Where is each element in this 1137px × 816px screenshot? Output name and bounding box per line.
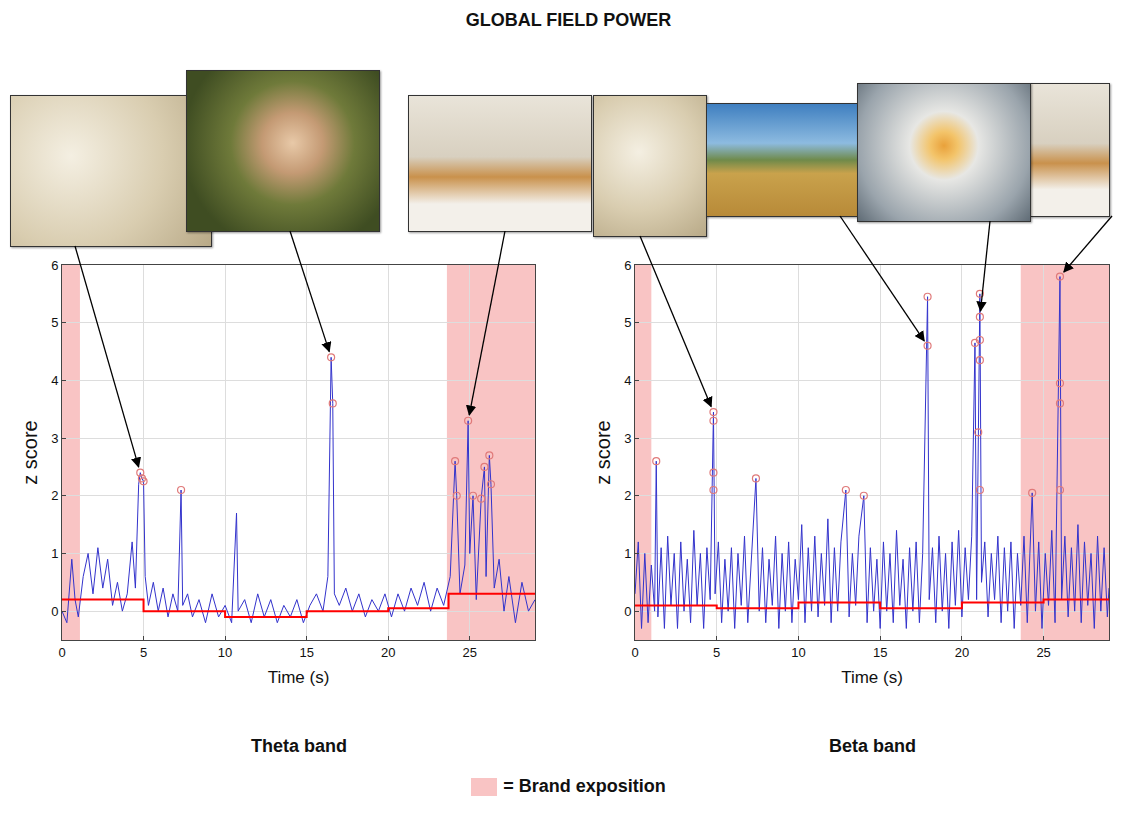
- svg-text:25: 25: [463, 645, 477, 660]
- svg-text:2: 2: [51, 488, 58, 503]
- svg-text:Beta band: Beta band: [829, 736, 916, 756]
- svg-text:25: 25: [1036, 645, 1050, 660]
- svg-text:4: 4: [624, 373, 631, 388]
- svg-text:3: 3: [624, 431, 631, 446]
- html-text:GLOBAL FIELD POWER: GLOBAL FIELD POWER: [465, 10, 672, 30]
- svg-text:10: 10: [218, 645, 232, 660]
- svg-text:0: 0: [58, 645, 65, 660]
- svg-text:3: 3: [51, 431, 58, 446]
- svg-text:6: 6: [624, 258, 631, 273]
- svg-text:5: 5: [51, 315, 58, 330]
- svg-text:6: 6: [51, 258, 58, 273]
- svg-text:4: 4: [51, 373, 58, 388]
- svg-text:15: 15: [299, 645, 313, 660]
- svg-text:5: 5: [140, 645, 147, 660]
- svg-text:Theta band: Theta band: [251, 736, 347, 756]
- svg-text:20: 20: [955, 645, 969, 660]
- svg-text:z score: z score: [592, 420, 614, 484]
- svg-text:1: 1: [51, 546, 58, 561]
- svg-text:10: 10: [791, 645, 805, 660]
- svg-text:0: 0: [631, 645, 638, 660]
- svg-text:Time (s): Time (s): [268, 668, 330, 687]
- svg-text:z score: z score: [19, 420, 41, 484]
- svg-text:15: 15: [873, 645, 887, 660]
- svg-text:5: 5: [624, 315, 631, 330]
- html-text:= Brand exposition: = Brand exposition: [503, 776, 666, 796]
- svg-text:2: 2: [624, 488, 631, 503]
- svg-text:Time (s): Time (s): [841, 668, 903, 687]
- svg-text:0: 0: [51, 604, 58, 619]
- svg-text:5: 5: [713, 645, 720, 660]
- svg-text:0: 0: [624, 604, 631, 619]
- svg-text:20: 20: [381, 645, 395, 660]
- svg-text:1: 1: [624, 546, 631, 561]
